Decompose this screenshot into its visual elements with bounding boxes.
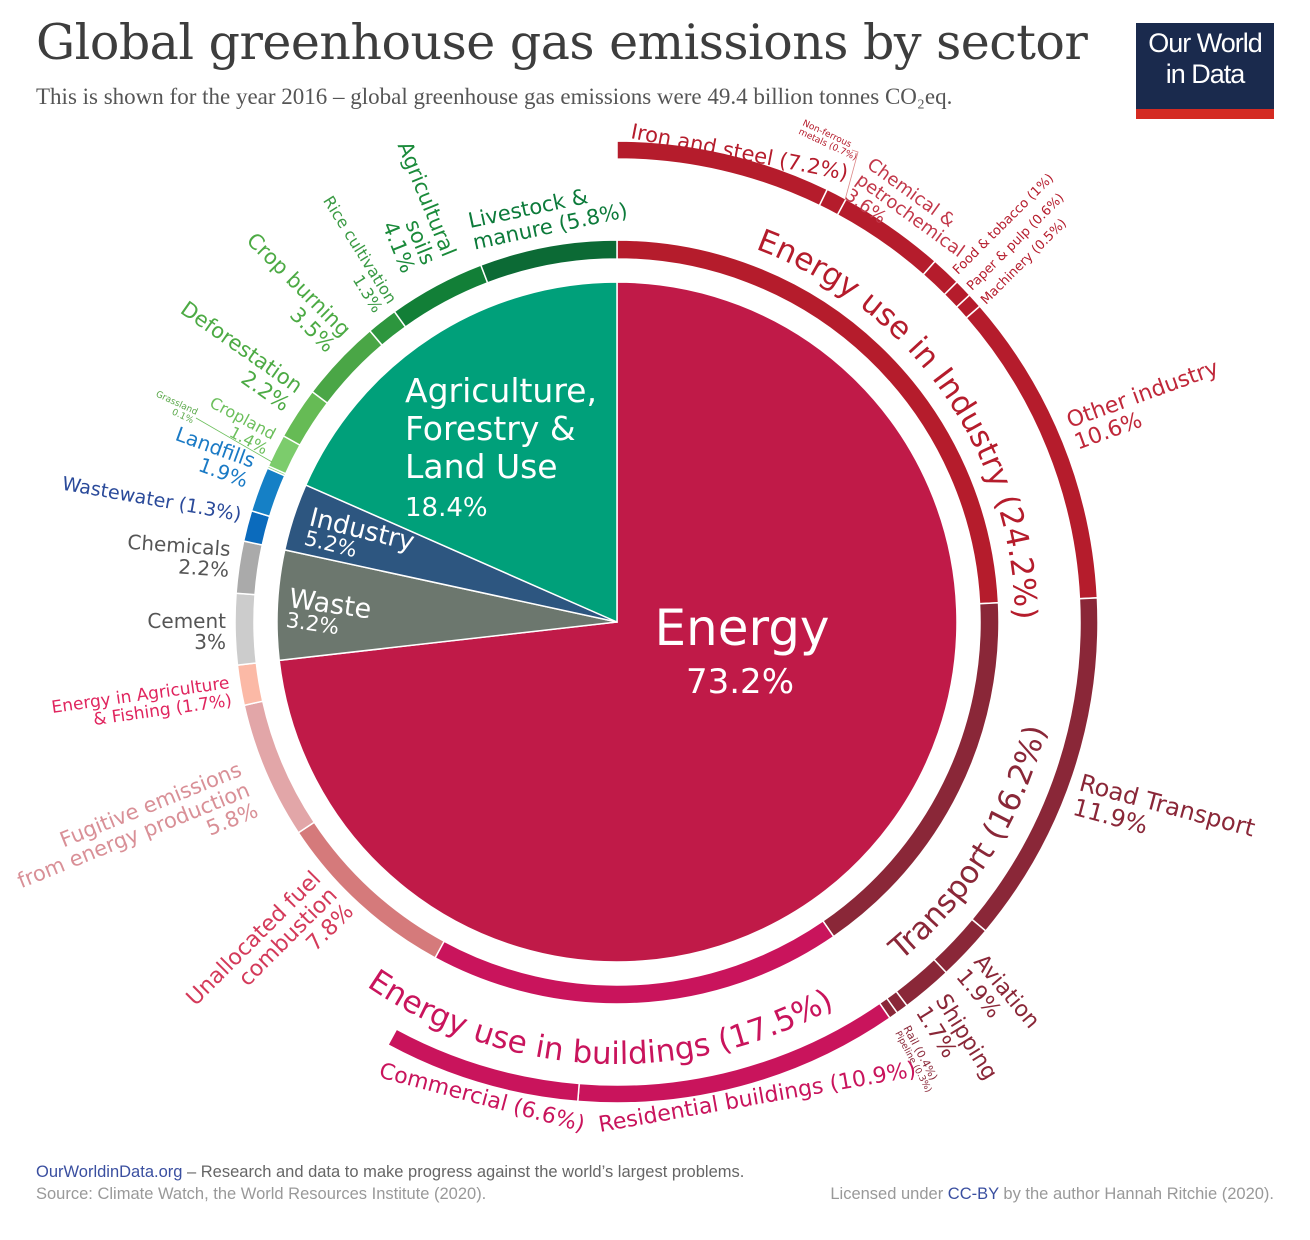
outer-label-other-industry: Other industry10.6%	[1064, 356, 1230, 456]
chart-title: Global greenhouse gas emissions by secto…	[36, 14, 1088, 71]
owid-logo[interactable]: Our World in Data	[1136, 23, 1274, 119]
logo-line-1: Our World	[1148, 28, 1263, 58]
source-note: Source: Climate Watch, the World Resourc…	[36, 1185, 487, 1203]
ring-label-cement-line: Cement	[147, 609, 226, 633]
logo-line-2: in Data	[1165, 59, 1246, 89]
outer-segment-commercial[interactable]	[386, 1028, 581, 1103]
ring-label-cement-line: 3%	[194, 630, 226, 654]
license-link[interactable]: CC-BY	[947, 1185, 999, 1203]
chart-subtitle: This is shown for the year 2016 – global…	[36, 84, 953, 109]
pie-slice-agriculture-forestry-land-use[interactable]	[304, 281, 618, 624]
license-note: Licensed under CC-BY by the author Hanna…	[830, 1185, 1274, 1204]
pie-label-energy-line: 73.2%	[686, 662, 794, 702]
footer-tagline-row: OurWorldinData.org – Research and data t…	[36, 1163, 744, 1182]
pie-slice-energy[interactable]	[278, 281, 958, 963]
site-link[interactable]: OurWorldinData.org	[36, 1163, 183, 1181]
outer-label-road-transport: Road Transport11.9%	[1070, 769, 1258, 867]
pie-label-agriculture-forestry-land-use-line: Land Use	[405, 447, 558, 486]
ring-segment-livestock-manure[interactable]	[479, 239, 618, 284]
ring-label-chemicals: Chemicals2.2%	[125, 530, 231, 582]
outer-label-other-industry-line: Other industry	[1064, 356, 1223, 434]
ring-segment-wastewater[interactable]	[242, 509, 271, 546]
logo-accent-bar	[1136, 109, 1274, 119]
pie-label-agriculture-forestry-land-use-line: 18.4%	[405, 493, 488, 523]
license-suffix: by the author Hannah Ritchie (2020).	[998, 1185, 1274, 1203]
pie-label-agriculture-forestry-land-use: Agriculture, Forestry & Land Use 18.4%	[405, 371, 597, 523]
pie-label-energy-line: Energy	[654, 599, 829, 657]
ring-label-unallocated-fuel-combustion: Unallocated fuelcombustion7.8%	[182, 867, 359, 1044]
non-ferrous-leader-line	[844, 149, 859, 201]
ring-label-chemicals-line: 2.2%	[177, 554, 229, 581]
grassland-leader-line	[195, 417, 273, 463]
ring-label-deforestation: Deforestation2.2%	[164, 297, 307, 417]
ring-label-energy-in-agriculture-fishing: Energy in Agriculture& Fishing (1.7%)	[50, 673, 233, 735]
pie-label-agriculture-forestry-land-use-line: Agriculture,	[405, 371, 597, 410]
pie-label-energy: Energy 73.2%	[654, 599, 829, 702]
pie-label-agriculture-forestry-land-use-line: Forestry &	[405, 409, 576, 448]
ring-label-grassland: Grassland0.1%	[150, 390, 199, 427]
ring-segment-cement[interactable]	[234, 592, 258, 666]
ring-label-fugitive-emissions-from-energy-production: Fugitive emissionsfrom energy production…	[6, 757, 262, 913]
tagline: – Research and data to make progress aga…	[182, 1163, 745, 1181]
ring-segment-landfills[interactable]	[250, 467, 286, 518]
ring-segment-energy-in-agriculture-fishing[interactable]	[236, 662, 264, 707]
ring-segment-chemicals[interactable]	[235, 540, 264, 596]
ring-label-cement: Cement 3%	[147, 609, 226, 654]
license-prefix: Licensed under	[830, 1185, 948, 1203]
